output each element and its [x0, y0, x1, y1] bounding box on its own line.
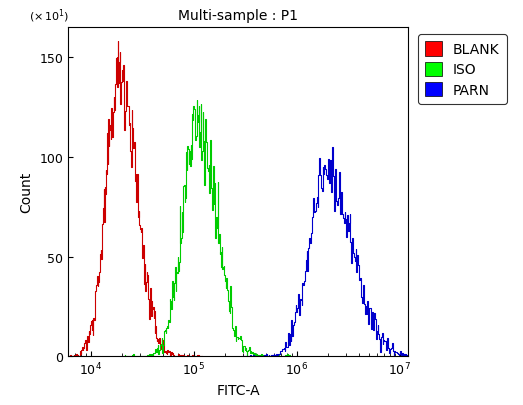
- BLANK: [199, 354, 205, 359]
- ISO: [194, 98, 200, 103]
- ISO: [201, 160, 208, 165]
- ISO: [283, 353, 289, 358]
- PARN: [240, 354, 246, 359]
- BLANK: [195, 353, 201, 358]
- BLANK: [121, 113, 127, 118]
- PARN: [366, 306, 372, 311]
- BLANK: [172, 354, 178, 359]
- ISO: [122, 354, 129, 359]
- PARN: [355, 253, 361, 258]
- ISO: [122, 353, 128, 358]
- BLANK: [131, 146, 137, 151]
- BLANK: [139, 232, 145, 237]
- ISO: [201, 139, 207, 144]
- Text: $(\times\,10^1)$: $(\times\,10^1)$: [29, 8, 70, 25]
- BLANK: [50, 354, 56, 359]
- Title: Multi-sample : P1: Multi-sample : P1: [178, 9, 298, 23]
- Line: BLANK: BLANK: [53, 41, 202, 356]
- ISO: [211, 181, 218, 186]
- ISO: [257, 353, 264, 358]
- PARN: [446, 352, 452, 357]
- PARN: [340, 222, 347, 226]
- Legend: BLANK, ISO, PARN: BLANK, ISO, PARN: [418, 35, 507, 104]
- PARN: [451, 353, 458, 358]
- ISO: [287, 353, 293, 358]
- PARN: [329, 145, 335, 150]
- BLANK: [115, 39, 121, 44]
- PARN: [342, 209, 348, 214]
- Line: PARN: PARN: [243, 147, 454, 356]
- BLANK: [122, 128, 128, 133]
- PARN: [413, 353, 419, 358]
- ISO: [221, 265, 227, 270]
- Y-axis label: Count: Count: [20, 172, 33, 213]
- Line: ISO: ISO: [125, 101, 290, 356]
- X-axis label: FITC-A: FITC-A: [216, 384, 260, 397]
